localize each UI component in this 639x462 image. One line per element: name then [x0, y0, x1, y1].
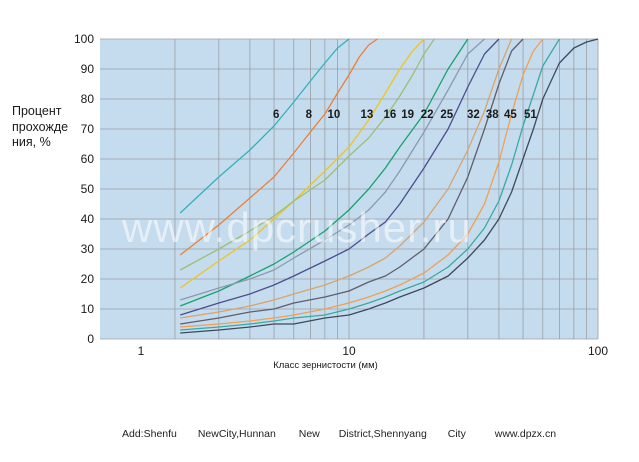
curve-label: 32: [467, 109, 480, 121]
footer-item: NewCity,Hunnan: [197, 428, 276, 440]
footer-item: City: [447, 428, 466, 440]
curve-label: 10: [328, 109, 341, 121]
series-line-6: [179, 38, 350, 214]
y-tick-label: 90: [81, 62, 95, 76]
x-tick-label: 1: [138, 344, 145, 358]
y-axis-label: Процент прохожде ния, %: [12, 104, 92, 151]
x-tick-label: 100: [588, 344, 608, 358]
y-tick-label: 10: [81, 302, 95, 316]
watermark-text: www.dpcrusher.ru: [122, 204, 472, 251]
y-axis-label-line: Процент: [12, 104, 62, 118]
y-tick-label: 70: [81, 122, 95, 136]
curve-label: 25: [440, 109, 453, 121]
y-tick-label: 40: [81, 212, 95, 226]
y-tick-label: 20: [81, 272, 95, 286]
series-line-13: [179, 38, 435, 271]
y-tick-label: 0: [87, 332, 94, 346]
curve-label: 19: [401, 109, 414, 121]
series-line-16: [179, 38, 469, 307]
curve-label: 38: [486, 109, 499, 121]
footer-item: Add:Shenfu: [122, 428, 177, 440]
y-tick-label: 30: [81, 242, 95, 256]
x-tick-label: 10: [342, 344, 356, 358]
series-line-45: [180, 38, 560, 331]
footer-item: District,Shennyang: [338, 428, 427, 440]
curve-label: 13: [361, 109, 374, 121]
footer-address: Add:Shenfu NewCity,Hunnan New District,S…: [122, 428, 556, 440]
y-tick-label: 60: [81, 152, 95, 166]
series-line-38: [180, 38, 544, 328]
y-axis-label-line: прохожде: [12, 119, 69, 134]
grid: [100, 38, 599, 340]
curve-label: 22: [421, 109, 434, 121]
y-axis-label-line: ния, %: [12, 135, 51, 149]
series-line-8: [179, 38, 378, 256]
y-tick-label: 80: [81, 92, 95, 106]
curve-label: 45: [504, 109, 517, 121]
series-line-25: [180, 38, 513, 319]
series-line-51: [180, 38, 599, 334]
series-line-32: [180, 38, 524, 325]
curve-label: 6: [273, 109, 279, 121]
footer-item: New: [298, 428, 320, 440]
series-line-10: [179, 38, 425, 289]
series-layer: [179, 38, 599, 334]
x-axis-label: Класс зернистости (мм): [273, 360, 378, 371]
curve-label: 16: [384, 109, 397, 121]
curve-label: 8: [306, 109, 313, 121]
curve-label: 51: [524, 109, 537, 121]
y-tick-label: 100: [74, 32, 94, 46]
series-line-22: [180, 38, 500, 316]
curve-labels: 6 8 10 13 16 19 22 25 32 38 45 51: [273, 109, 537, 121]
y-tick-label: 50: [81, 182, 95, 196]
footer-link[interactable]: www.dpzx.cn: [494, 428, 557, 440]
series-line-19: [180, 38, 485, 301]
